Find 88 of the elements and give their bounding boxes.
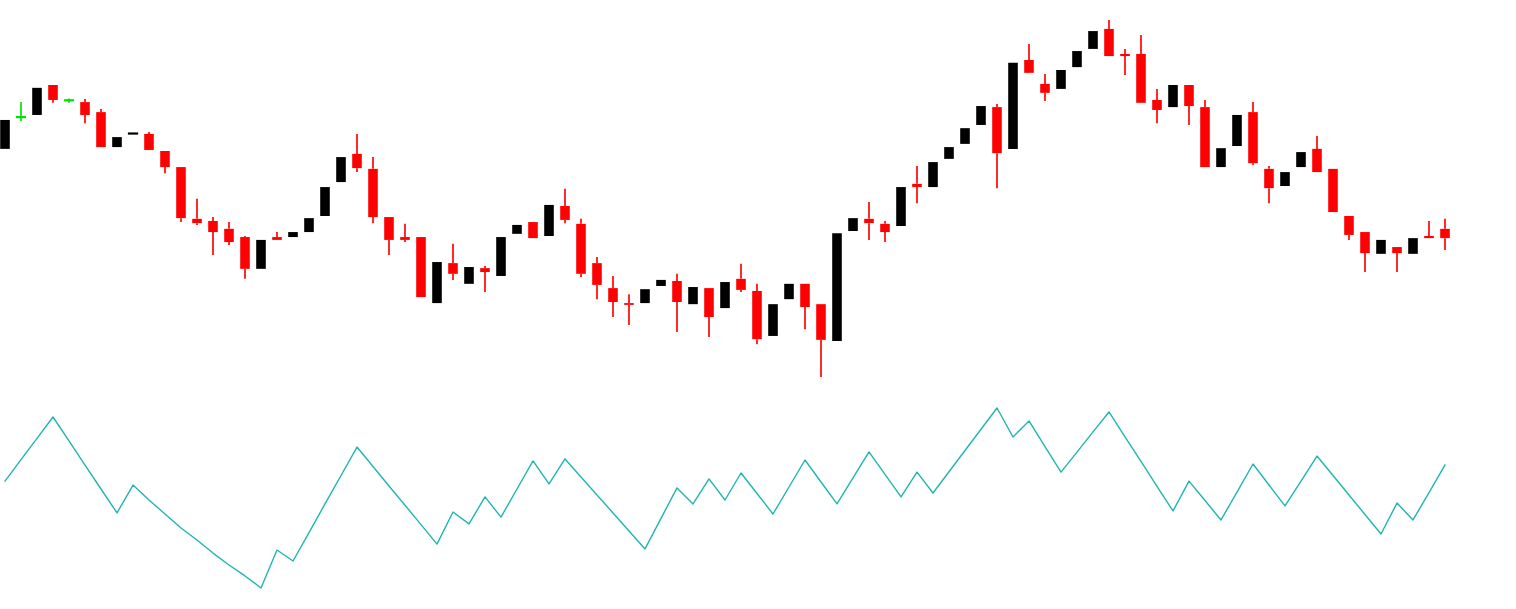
candlestick [624, 293, 634, 326]
candlestick [256, 239, 266, 269]
candlestick [1440, 218, 1450, 251]
candlestick [1296, 152, 1306, 168]
candlestick [960, 128, 970, 144]
candlestick [560, 188, 570, 224]
candlestick [640, 289, 650, 304]
candlestick [1408, 238, 1418, 254]
candlestick [528, 222, 538, 239]
candlestick [1232, 114, 1242, 147]
candlestick [1376, 239, 1386, 254]
candlestick [752, 282, 762, 345]
candlestick [1120, 48, 1130, 76]
candlestick [512, 224, 522, 234]
candlestick [992, 103, 1002, 189]
candlestick [1280, 172, 1290, 186]
candlestick [1104, 19, 1114, 57]
candlestick [0, 119, 10, 149]
candlestick [896, 187, 906, 226]
candlestick [1200, 99, 1210, 168]
candlestick [208, 216, 218, 256]
candlestick [1264, 165, 1274, 204]
candlestick [1024, 43, 1034, 73]
candlestick [1056, 69, 1066, 89]
candlestick [352, 133, 362, 173]
candlestick [464, 267, 474, 284]
candlestick [928, 162, 938, 188]
candlestick [48, 84, 58, 104]
candlestick [656, 279, 666, 286]
candlestick [416, 237, 426, 298]
candlestick [592, 256, 602, 301]
candlestick [1072, 51, 1082, 68]
candlestick [976, 106, 986, 125]
candlestick [432, 262, 442, 304]
candlestick [544, 204, 554, 236]
candlestick [176, 167, 186, 223]
candlestick [448, 243, 458, 281]
candlestick [112, 137, 122, 148]
candlestick [672, 272, 682, 333]
candlestick [912, 165, 922, 204]
candlestick [320, 187, 330, 216]
candlestick [480, 265, 490, 293]
candlestick [784, 283, 794, 300]
candlestick [144, 131, 154, 150]
candlestick [80, 98, 90, 125]
candlestick [1312, 135, 1322, 173]
candlestick [336, 157, 346, 183]
candlestick [384, 217, 394, 256]
candlestick [768, 304, 778, 336]
candlestick [1136, 34, 1146, 103]
candlestick [400, 223, 410, 243]
candlestick [224, 221, 234, 246]
candlestick [816, 304, 826, 378]
candlestick [32, 87, 42, 115]
candlestick [848, 218, 858, 231]
candlestick [736, 262, 746, 293]
candlestick [704, 288, 714, 338]
candlestick [1344, 215, 1354, 241]
candlestick [688, 287, 698, 305]
candlestick [880, 220, 890, 243]
candlestick [608, 275, 618, 318]
candlestick [1152, 88, 1162, 125]
candlestick [272, 231, 282, 240]
candlestick [1248, 101, 1258, 166]
candlestick [832, 233, 842, 341]
candlestick [192, 198, 202, 226]
candlestick [288, 232, 298, 238]
candlestick [1328, 168, 1338, 213]
candlestick [1424, 220, 1434, 239]
candlestick [496, 237, 506, 276]
candlestick [1216, 148, 1226, 168]
candlestick [160, 151, 170, 174]
candlestick [864, 201, 874, 241]
candlestick [96, 108, 106, 148]
candlestick [1008, 62, 1018, 149]
candlestick [1184, 84, 1194, 126]
candlestick [1040, 73, 1050, 102]
candlestick [1392, 247, 1402, 273]
candlestick [1360, 232, 1370, 273]
candlestick [576, 218, 586, 278]
candlestick [720, 282, 730, 309]
candlestick [1088, 31, 1098, 49]
candlestick [800, 283, 810, 330]
candlestick [304, 218, 314, 233]
candlestick [368, 156, 378, 224]
candlestick [240, 237, 250, 280]
candlestick [1168, 84, 1178, 108]
candlestick [944, 147, 954, 159]
